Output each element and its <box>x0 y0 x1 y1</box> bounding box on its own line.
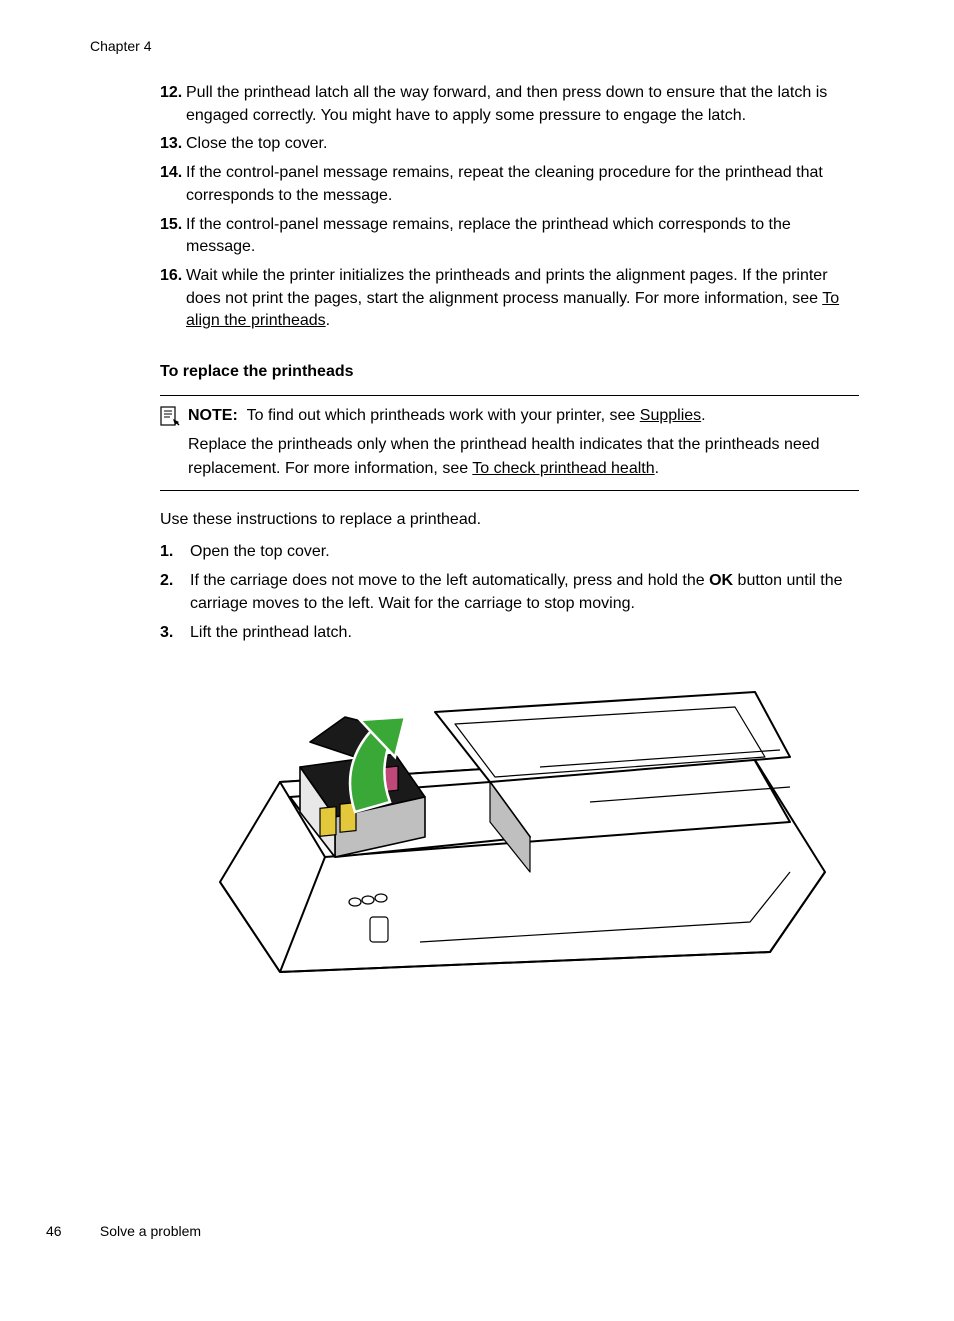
list-text: If the control-panel message remains, re… <box>186 214 859 259</box>
link-supplies[interactable]: Supplies <box>640 407 701 424</box>
ok-bold: OK <box>709 572 733 589</box>
printer-figure <box>190 672 859 987</box>
list-number: 1. <box>160 541 190 564</box>
list-number: 16. <box>160 265 186 333</box>
list-number: 3. <box>160 622 190 645</box>
note-line1-pre: To find out which printheads work with y… <box>247 407 640 424</box>
note-line1-post: . <box>701 407 705 424</box>
list-number: 14. <box>160 162 186 207</box>
note-body: NOTE: To find out which printheads work … <box>188 404 859 480</box>
link-check-printhead-health[interactable]: To check printhead health <box>472 460 654 477</box>
list-item: 16. Wait while the printer initializes t… <box>160 265 859 333</box>
ordered-list-1: 12. Pull the printhead latch all the way… <box>160 82 859 333</box>
list-item: 14. If the control-panel message remains… <box>160 162 859 207</box>
list-number: 15. <box>160 214 186 259</box>
footer-title: Solve a problem <box>100 1223 201 1239</box>
list-item: 3. Lift the printhead latch. <box>160 622 859 645</box>
list-text: If the control-panel message remains, re… <box>186 162 859 207</box>
note-line2-post: . <box>655 460 659 477</box>
list-text: Close the top cover. <box>186 133 859 156</box>
intro-text: Use these instructions to replace a prin… <box>160 509 859 532</box>
text-post: . <box>326 312 330 329</box>
list-text: Wait while the printer initializes the p… <box>186 265 859 333</box>
list-number: 12. <box>160 82 186 127</box>
text-pre: Wait while the printer initializes the p… <box>186 267 828 307</box>
list-item: 2. If the carriage does not move to the … <box>160 570 859 615</box>
ordered-list-2: 1. Open the top cover. 2. If the carriag… <box>160 541 859 644</box>
list-text: Pull the printhead latch all the way for… <box>186 82 859 127</box>
page-footer: 46 Solve a problem <box>46 1223 201 1239</box>
page-number: 46 <box>46 1223 96 1239</box>
list-item: 12. Pull the printhead latch all the way… <box>160 82 859 127</box>
list-text: If the carriage does not move to the lef… <box>190 570 859 615</box>
list-text: Lift the printhead latch. <box>190 622 859 645</box>
note-icon <box>160 404 188 480</box>
chapter-header: Chapter 4 <box>90 38 859 54</box>
list-item: 15. If the control-panel message remains… <box>160 214 859 259</box>
text-pre: If the carriage does not move to the lef… <box>190 572 709 589</box>
list-text: Open the top cover. <box>190 541 859 564</box>
note-block: NOTE: To find out which printheads work … <box>160 395 859 491</box>
list-number: 13. <box>160 133 186 156</box>
list-number: 2. <box>160 570 190 615</box>
list-item: 13. Close the top cover. <box>160 133 859 156</box>
list-item: 1. Open the top cover. <box>160 541 859 564</box>
section-heading: To replace the printheads <box>160 363 859 381</box>
note-label: NOTE: <box>188 407 238 424</box>
